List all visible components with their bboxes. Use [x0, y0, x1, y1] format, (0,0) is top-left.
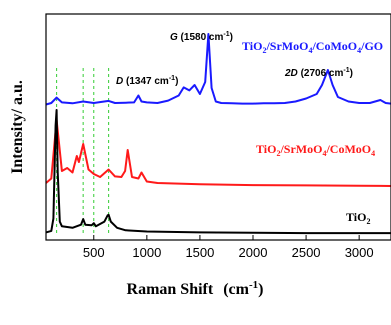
series-line-2	[45, 109, 391, 235]
x-tick-label-2: 1500	[185, 245, 214, 260]
x-tick-label-1: 1000	[132, 245, 161, 260]
x-tick-label-5: 3000	[345, 245, 374, 260]
x-tick-label-0: 500	[83, 245, 105, 260]
plot-frame	[45, 13, 391, 241]
x-tick-label-4: 2500	[292, 245, 321, 260]
guide-lines	[56, 68, 110, 236]
x-tick-label-3: 2000	[239, 245, 268, 260]
series-label-black: TiO2	[346, 210, 370, 226]
annotation-d-peak: D (1347 cm-1)	[116, 75, 178, 87]
series-line-0	[45, 33, 391, 106]
y-axis-title: Intensity/ a.u.	[9, 80, 26, 174]
series-layer	[45, 33, 391, 235]
series-label-blue: TiO2/SrMoO4/CoMoO4/GO	[242, 39, 383, 55]
annotation-g-peak: G (1580 cm-1)	[170, 31, 233, 43]
x-ticks: 500 1000 1500 2000 2500 3000	[83, 235, 374, 260]
series-line-1	[45, 119, 391, 187]
annotation-2d-peak: 2D (2706 cm-1)	[284, 67, 353, 79]
series-label-red: TiO2/SrMoO4/CoMoO4	[256, 142, 375, 158]
x-axis-title: Raman Shift (cm-1)	[127, 279, 264, 298]
